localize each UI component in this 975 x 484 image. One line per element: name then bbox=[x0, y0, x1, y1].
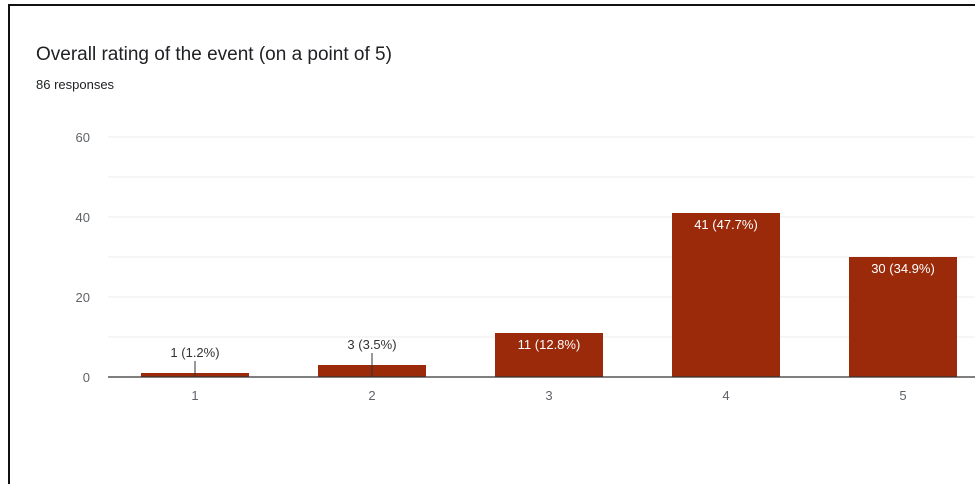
chart-title: Overall rating of the event (on a point … bbox=[36, 44, 392, 65]
data-label: 3 (3.5%) bbox=[347, 337, 396, 352]
bar-4 bbox=[672, 213, 780, 377]
data-label: 41 (47.7%) bbox=[694, 217, 758, 232]
x-tick-label: 5 bbox=[899, 388, 906, 403]
x-tick-label: 1 bbox=[191, 388, 198, 403]
y-tick-label: 60 bbox=[76, 130, 90, 145]
y-tick-label: 0 bbox=[83, 370, 90, 385]
y-tick-label: 40 bbox=[76, 210, 90, 225]
y-tick-label: 20 bbox=[76, 290, 90, 305]
chart-frame bbox=[8, 4, 975, 484]
x-tick-label: 4 bbox=[722, 388, 729, 403]
data-label: 11 (12.8%) bbox=[518, 337, 581, 352]
response-count: 86 responses bbox=[36, 77, 115, 92]
x-tick-label: 2 bbox=[368, 388, 375, 403]
bar-5 bbox=[849, 257, 957, 377]
data-label: 1 (1.2%) bbox=[170, 345, 219, 360]
bar-3 bbox=[495, 333, 603, 377]
data-label: 30 (34.9%) bbox=[871, 261, 935, 276]
x-tick-label: 3 bbox=[545, 388, 552, 403]
